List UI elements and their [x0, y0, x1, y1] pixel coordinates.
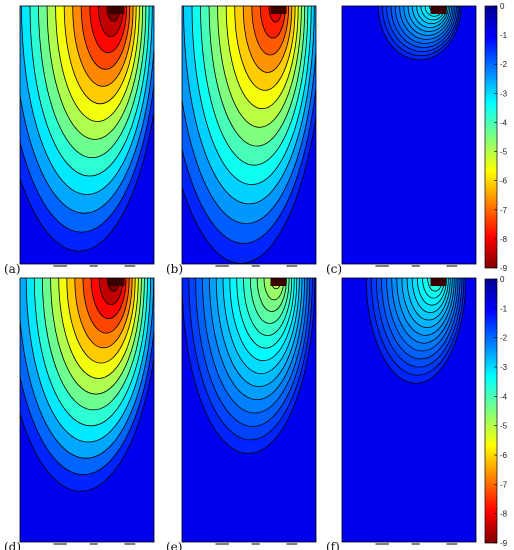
- colorbar-tick-label: -3: [500, 363, 508, 372]
- colorbar-tick-label: -1: [500, 304, 508, 313]
- colorbar-tick-label: -4: [500, 118, 508, 127]
- colorbar-2: 0 -1 -2 -3 -4 -5 -6 -7 -8 -9: [484, 275, 508, 548]
- colorbar-tick-label: -5: [500, 422, 508, 431]
- panel-frame: [181, 5, 317, 265]
- panel-1: (a): [4, 5, 155, 276]
- colorbar-tick-label: -2: [500, 60, 508, 69]
- source-block: [270, 278, 287, 286]
- colorbar-tick-label: 0: [500, 275, 505, 284]
- panel-frame: [181, 277, 317, 543]
- source-block: [430, 278, 447, 286]
- panel-label: (a): [4, 262, 21, 276]
- panel-4: (d): [4, 277, 155, 550]
- panel-2: (b): [166, 5, 317, 276]
- source-block: [270, 6, 287, 14]
- panel-frame: [341, 277, 477, 543]
- panel-label: (e): [166, 540, 182, 550]
- colorbar-tick-label: -2: [500, 334, 508, 343]
- colorbar-tick-label: -4: [500, 392, 508, 401]
- colorbar-tick-label: -6: [500, 451, 508, 460]
- colorbar-tick-label: -5: [500, 148, 508, 157]
- panel-3: (c): [326, 5, 477, 276]
- colorbar-tick-label: -7: [500, 206, 508, 215]
- colorbar-tick-label: 0: [500, 2, 505, 11]
- colorbar-tick-label: -9: [500, 539, 508, 548]
- colorbar-tick-label: -9: [500, 264, 508, 273]
- contour-panels: (a) (b) (c) (d) (e) (f): [4, 5, 477, 550]
- source-block: [108, 6, 125, 14]
- source-block: [430, 6, 447, 14]
- colorbar-tick-label: -6: [500, 177, 508, 186]
- panel-label: (b): [166, 262, 183, 276]
- colorbar-gradient: [484, 278, 498, 544]
- colorbar-tick-label: -3: [500, 89, 508, 98]
- source-block: [108, 278, 125, 286]
- panel-frame: [19, 277, 155, 543]
- panel-label: (d): [4, 540, 21, 550]
- panel-label: (c): [326, 262, 342, 276]
- panel-frame: [19, 5, 155, 265]
- panel-6: (f): [326, 277, 477, 550]
- colorbar-tick-label: -8: [500, 235, 508, 244]
- colorbar-tick-label: -7: [500, 480, 508, 489]
- panel-label: (f): [326, 540, 340, 550]
- colorbar-tick-label: -1: [500, 31, 508, 40]
- panel-5: (e): [166, 277, 317, 550]
- colorbars: 0 -1 -2 -3 -4 -5 -6 -7 -8 -9 0 -1 -2 -3 -4 -5 -6 -7 -8 -9: [484, 2, 508, 548]
- colorbar-tick-label: -8: [500, 510, 508, 519]
- panel-frame: [341, 5, 477, 265]
- colorbar-1: 0 -1 -2 -3 -4 -5 -6 -7 -8 -9: [484, 2, 508, 273]
- colorbar-gradient: [484, 5, 498, 269]
